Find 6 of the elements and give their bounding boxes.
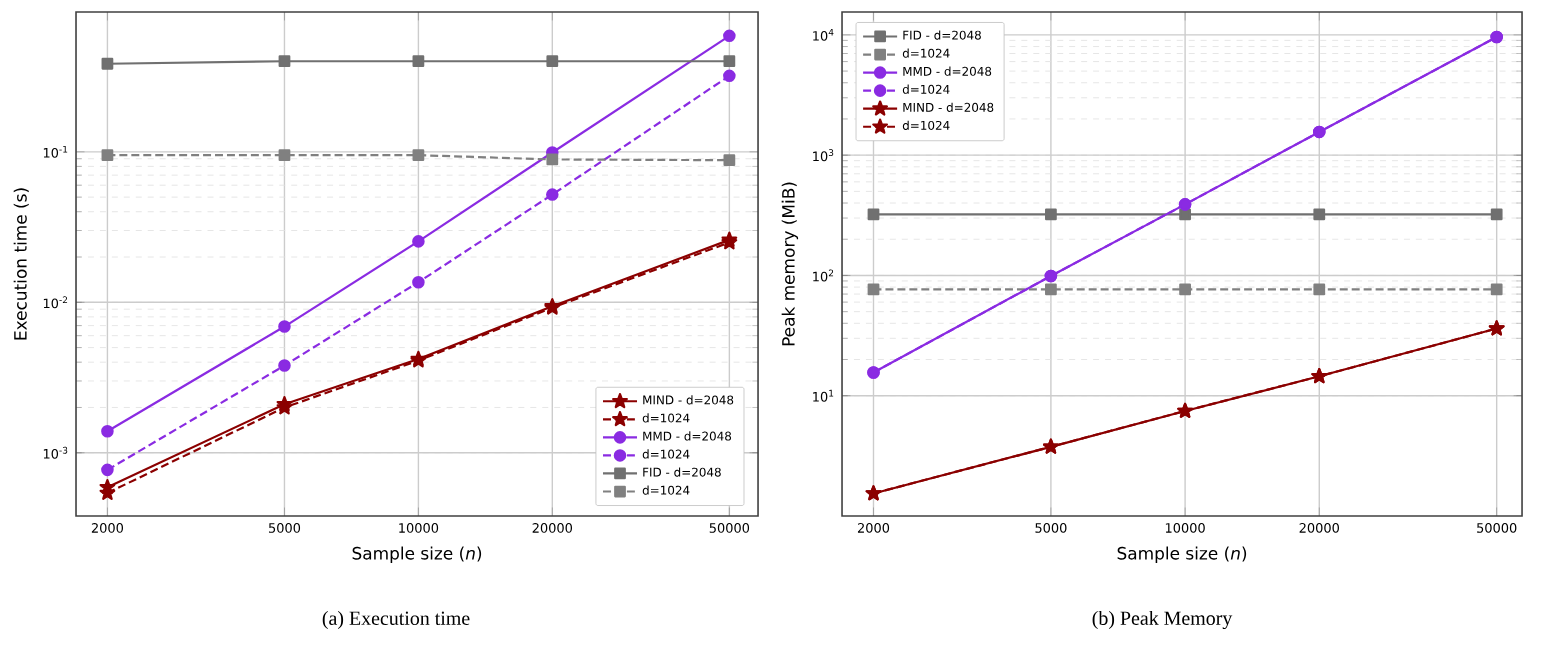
x-axis-title: Sample size (n) bbox=[1117, 546, 1247, 563]
y-axis-title: Peak memory (MiB) bbox=[781, 182, 799, 346]
x-axis-title: Sample size (n) bbox=[352, 546, 482, 563]
y-axis-title: Execution time (s) bbox=[13, 188, 29, 340]
text: (b) Peak Memory bbox=[1092, 610, 1233, 630]
text: (a) Execution time bbox=[322, 610, 470, 630]
